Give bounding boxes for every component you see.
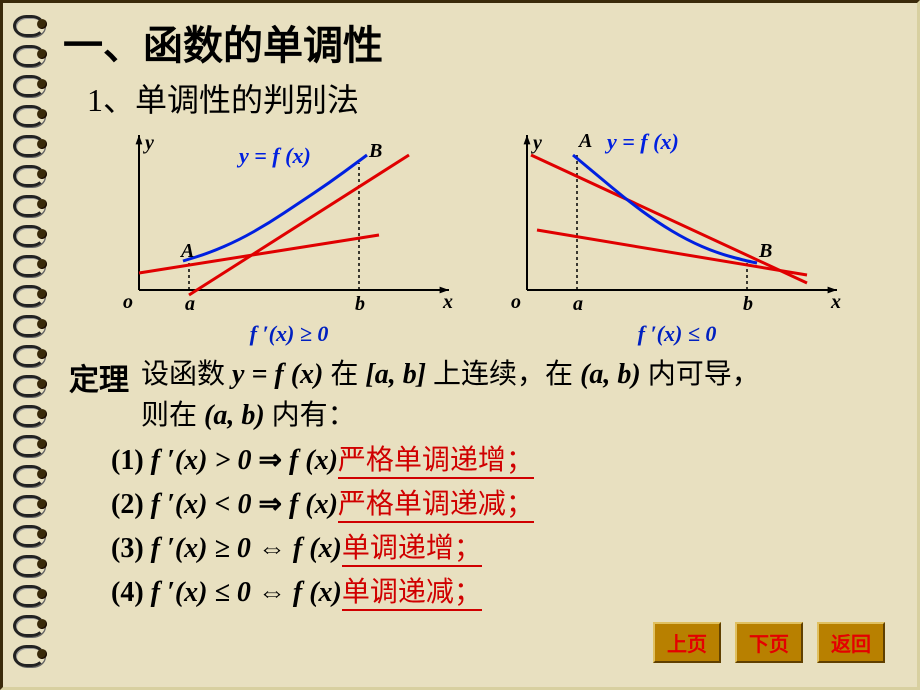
theorem-item-4: (4) f ′(x) ≤ 0 ⇔ f (x)单调递减； — [111, 574, 903, 612]
heading-main: 一、函数的单调性 — [63, 13, 903, 71]
svg-text:B: B — [758, 240, 772, 262]
t-l1-pre: 设函数 — [141, 359, 232, 390]
theorem-label: 定理 — [69, 355, 129, 399]
graph1-caption: f ′(x) ≥ 0 — [250, 321, 329, 347]
svg-text:A: A — [577, 130, 592, 152]
graphs-row: oxyabABy = f (x) f ′(x) ≥ 0 oxyabABy = f… — [119, 125, 903, 325]
svg-text:b: b — [743, 293, 753, 315]
graph-decreasing: oxyabABy = f (x) f ′(x) ≤ 0 — [507, 125, 847, 325]
t-l2-pre: 则在 — [141, 400, 197, 431]
t-l2-int: (a, b) — [204, 400, 265, 431]
svg-text:B: B — [368, 140, 382, 162]
nav-button-0[interactable]: 上页 — [653, 622, 721, 663]
svg-text:b: b — [355, 293, 365, 315]
t-l1-i2: (a, b) — [580, 359, 641, 390]
t-l1-fn: y = f (x) — [232, 359, 323, 390]
svg-text:A: A — [179, 240, 194, 262]
graph2-caption: f ′(x) ≤ 0 — [638, 321, 717, 347]
theorem-item-1: (1) f ′(x) > 0 ⇒ f (x)严格单调递增； — [111, 442, 903, 480]
svg-text:x: x — [830, 291, 841, 313]
svg-text:y = f (x): y = f (x) — [604, 129, 679, 154]
nav-button-1[interactable]: 下页 — [735, 622, 803, 663]
t-l1-end: 内可导， — [648, 359, 760, 390]
svg-text:o: o — [123, 291, 133, 313]
nav-buttons: 上页下页返回 — [653, 622, 885, 663]
nav-button-2[interactable]: 返回 — [817, 622, 885, 663]
slide-content: 一、函数的单调性 1、单调性的判别法 o x y a b A By = f (x) f ′(… — [63, 13, 903, 673]
theorem-block: 定理 设函数 y = f (x) 在 [a, b] 上连续，在 (a, b) 内… — [63, 355, 903, 436]
spiral-binding — [11, 13, 49, 677]
svg-text:y: y — [143, 132, 154, 154]
theorem-item-3: (3) f ′(x) ≥ 0 ⇔ f (x)单调递增； — [111, 530, 903, 568]
heading-sub: 1、单调性的判别法 — [87, 75, 903, 121]
svg-text:o: o — [511, 291, 521, 313]
graph-increasing: oxyabABy = f (x) f ′(x) ≥ 0 — [119, 125, 459, 325]
t-l1-m1: 在 — [330, 359, 358, 390]
svg-text:a: a — [573, 293, 583, 315]
svg-text:y = f (x): y = f (x) — [236, 143, 311, 168]
svg-text:a: a — [185, 293, 195, 315]
t-l1-m2: 上连续，在 — [433, 359, 573, 390]
svg-text:y: y — [531, 132, 542, 154]
theorem-item-2: (2) f ′(x) < 0 ⇒ f (x)严格单调递减； — [111, 486, 903, 524]
svg-text:x: x — [442, 291, 453, 313]
theorem-items: (1) f ′(x) > 0 ⇒ f (x)严格单调递增； (2) f ′(x) … — [111, 442, 903, 611]
t-l2-end: 内有： — [272, 400, 356, 431]
theorem-text: 设函数 y = f (x) 在 [a, b] 上连续，在 (a, b) 内可导，… — [141, 355, 760, 436]
t-l1-i1: [a, b] — [365, 359, 426, 390]
